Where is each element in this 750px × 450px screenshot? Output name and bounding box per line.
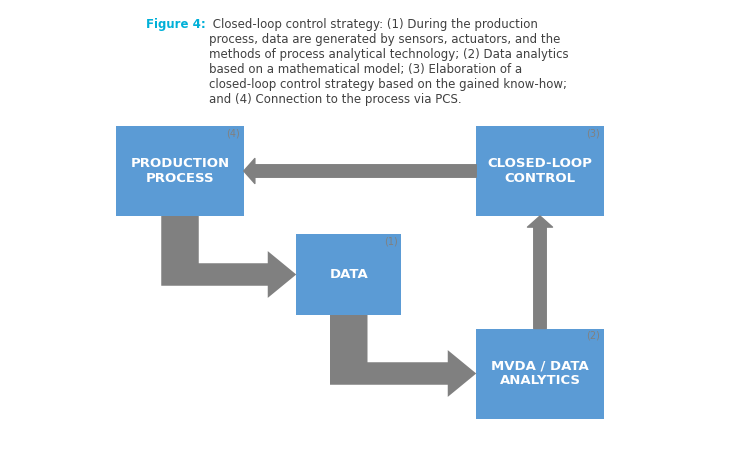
FancyBboxPatch shape (476, 328, 604, 418)
Text: (3): (3) (586, 128, 600, 138)
Text: PRODUCTION
PROCESS: PRODUCTION PROCESS (130, 157, 230, 185)
FancyBboxPatch shape (476, 126, 604, 216)
Text: (4): (4) (226, 128, 240, 138)
Text: (1): (1) (384, 236, 398, 246)
FancyBboxPatch shape (296, 234, 401, 315)
Polygon shape (330, 315, 476, 397)
Polygon shape (161, 216, 296, 298)
Text: Closed-loop control strategy: (1) During the production
process, data are genera: Closed-loop control strategy: (1) During… (209, 18, 568, 106)
Text: Figure 4:: Figure 4: (146, 18, 206, 31)
Text: (2): (2) (586, 331, 600, 341)
Text: DATA: DATA (329, 268, 368, 281)
Text: MVDA / DATA
ANALYTICS: MVDA / DATA ANALYTICS (491, 360, 589, 387)
Text: CLOSED-LOOP
CONTROL: CLOSED-LOOP CONTROL (488, 157, 592, 185)
FancyBboxPatch shape (116, 126, 244, 216)
